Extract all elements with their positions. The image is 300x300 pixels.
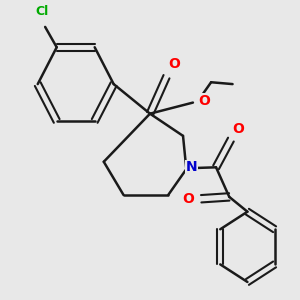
Text: O: O [168,57,180,71]
Text: O: O [182,193,194,206]
Text: Cl: Cl [35,5,49,18]
Text: O: O [232,122,244,136]
Text: N: N [185,160,197,174]
Text: O: O [198,94,210,108]
